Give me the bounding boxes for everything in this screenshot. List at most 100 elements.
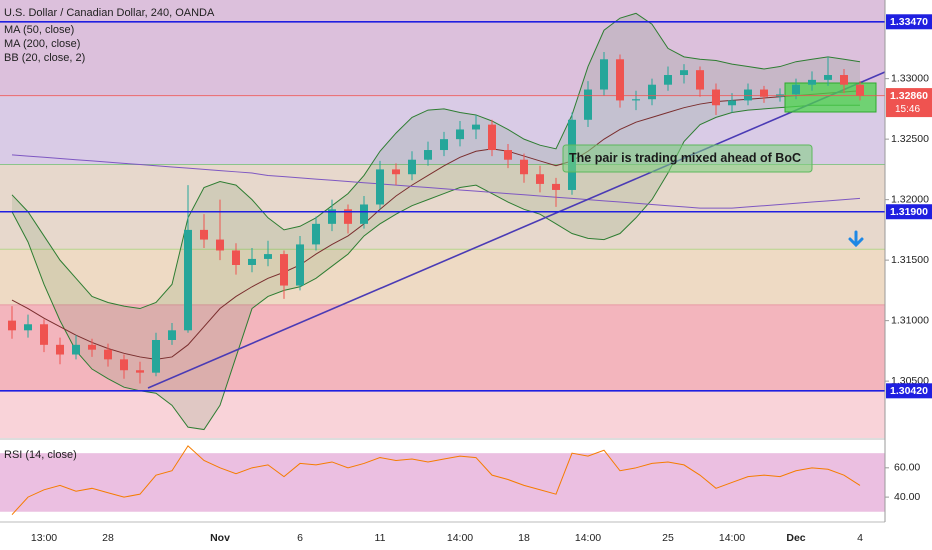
x-tick-label: 6 [297, 532, 303, 544]
candle-body [24, 324, 32, 331]
candle-body [408, 159, 416, 175]
legend-entry: BB (20, close, 2) [4, 52, 85, 64]
candle-body [104, 349, 112, 360]
candle-body [360, 204, 368, 224]
candle-body [744, 89, 752, 101]
candle-body [168, 330, 176, 340]
candle-body [312, 223, 320, 245]
last-price-box [886, 88, 932, 118]
candle-body [72, 344, 80, 355]
candle-body [232, 250, 240, 265]
rsi-line [11, 445, 861, 516]
candle-body [328, 209, 336, 224]
candle-body [856, 84, 864, 96]
y-tick-label: 1.33000 [891, 72, 929, 84]
x-tick-label: 14:00 [575, 532, 601, 544]
candle-body [632, 99, 640, 101]
candle-body [216, 239, 224, 251]
candle-body [40, 324, 48, 345]
candle-body [808, 79, 816, 85]
candle-body [584, 89, 592, 120]
candle-body [280, 254, 288, 286]
candle-body [56, 344, 64, 355]
x-tick-label: 11 [375, 532, 386, 544]
annotation-box [562, 144, 813, 173]
candle-body [392, 169, 400, 175]
countdown: 15:46 [895, 104, 920, 115]
rsi-tick-label: 60.00 [894, 462, 920, 474]
arrow [848, 230, 864, 248]
chart-title: U.S. Dollar / Canadian Dollar, 240, OAND… [4, 7, 215, 19]
candle-body [552, 183, 560, 190]
candle-body [136, 370, 144, 373]
zone [0, 390, 885, 438]
level-label-box [886, 14, 932, 30]
candle-body [648, 84, 656, 100]
candle-body [120, 359, 128, 371]
y-tick-label: 1.31000 [891, 314, 929, 326]
x-tick-label: 28 [102, 532, 114, 544]
candle-body [424, 150, 432, 160]
x-tick-label: 18 [518, 532, 530, 544]
zone [0, 304, 885, 391]
candle-body [8, 320, 16, 331]
candle-body [792, 84, 800, 95]
candle-body [264, 254, 272, 259]
legend-entry: MA (200, close) [4, 38, 80, 50]
candle-body [200, 229, 208, 240]
candle-body [184, 229, 192, 331]
candle-body [248, 258, 256, 265]
level-label-box [886, 383, 932, 399]
candle-body [456, 129, 464, 140]
candle-body [488, 124, 496, 151]
candle-body [536, 174, 544, 184]
zone [0, 164, 885, 250]
candle-body [824, 75, 832, 80]
x-tick-label: 14:00 [719, 532, 745, 544]
annotation: The pair is trading mixed ahead of BoC [569, 151, 801, 165]
candle-body [712, 89, 720, 106]
bb-lower [11, 104, 860, 431]
candle-body [88, 344, 96, 350]
last-price-label: 1.32860 [890, 90, 928, 102]
ma-line [11, 154, 861, 209]
candle-body [344, 209, 352, 224]
y-tick-label: 1.32000 [891, 193, 929, 205]
candle-body [376, 169, 384, 205]
candle-body [728, 100, 736, 106]
candle-body [664, 75, 672, 85]
x-tick-label: Dec [786, 532, 805, 544]
x-tick-label: 13:00 [31, 532, 57, 544]
rsi-tick-label: 40.00 [894, 491, 920, 503]
candle-body [760, 89, 768, 97]
level-label: 1.33470 [890, 16, 928, 28]
zone [0, 0, 885, 97]
rsi-band [0, 453, 885, 512]
x-tick-label: 25 [662, 532, 674, 544]
level-label: 1.31900 [890, 206, 928, 218]
legend-entry: MA (50, close) [4, 24, 74, 36]
x-tick-label: 14:00 [447, 532, 473, 544]
level-label-box [886, 204, 932, 220]
y-tick-label: 1.32500 [891, 133, 929, 145]
candle-body [504, 150, 512, 160]
x-tick-label: 4 [857, 532, 863, 544]
candle-body [472, 124, 480, 130]
candle-body [296, 244, 304, 286]
rsi-label: RSI (14, close) [4, 449, 77, 461]
trendline [147, 71, 886, 389]
candle-body [616, 59, 624, 101]
candle-body [696, 70, 704, 90]
candle-body [440, 139, 448, 151]
candle-body [840, 75, 848, 85]
axis-labels: 1.305001.310001.315001.320001.325001.330… [885, 72, 929, 503]
level-label: 1.30420 [890, 385, 928, 397]
x-tick-label: Nov [210, 532, 230, 544]
zone [0, 249, 885, 305]
candle-body [680, 70, 688, 76]
y-tick-label: 1.31500 [891, 254, 929, 266]
candle-body [520, 159, 528, 175]
candle-body [600, 59, 608, 90]
bb-fill [12, 13, 860, 430]
